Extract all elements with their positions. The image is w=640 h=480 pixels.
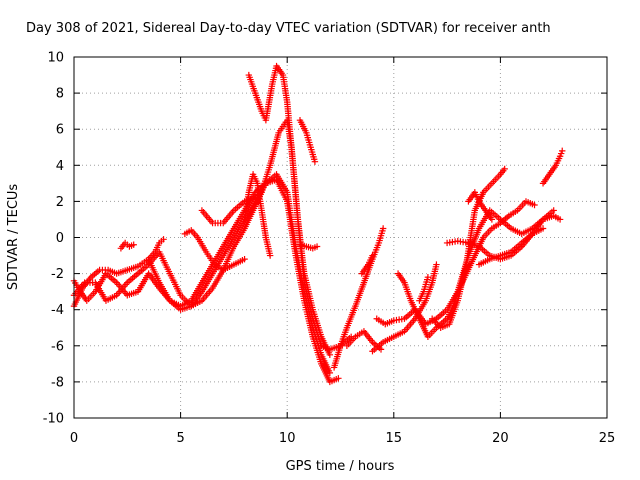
series-s8 — [198, 194, 259, 227]
data-point — [488, 216, 496, 223]
series-s5 — [117, 239, 137, 252]
data-point — [379, 225, 387, 232]
data-point — [424, 274, 432, 281]
y-tick-label: -2 — [51, 267, 64, 282]
tick-labels: 0 5 10 15 20 25 -10 -8 -6 -4 -2 0 2 4 6 8 10 — [43, 51, 616, 447]
series-s7 — [181, 227, 248, 274]
data-point — [160, 236, 167, 243]
data-point — [241, 255, 248, 263]
series-s11 — [296, 241, 321, 252]
series-s14 — [358, 252, 376, 277]
y-tick-label: -10 — [43, 412, 64, 427]
series-s22 — [475, 225, 547, 268]
data-point — [252, 194, 259, 201]
series-s12 — [330, 225, 387, 371]
series-s21 — [465, 189, 496, 223]
data-point — [531, 201, 538, 209]
data-point — [369, 252, 376, 259]
data-point — [313, 243, 321, 250]
y-axis-label: SDTVAR / TECUs — [6, 184, 21, 291]
data-point — [266, 252, 274, 259]
data-point — [539, 225, 547, 232]
series-s9 — [241, 171, 274, 259]
series-s6 — [145, 236, 167, 263]
x-tick-label: 10 — [279, 431, 296, 446]
y-tick-label: 8 — [56, 87, 64, 102]
series-s18 — [416, 274, 432, 304]
data-point — [433, 261, 440, 268]
series-s10 — [296, 116, 319, 165]
x-tick-label: 5 — [176, 431, 184, 446]
y-tick-label: 10 — [47, 51, 64, 66]
x-tick-label: 20 — [492, 431, 509, 446]
data-point — [326, 351, 334, 359]
x-axis-label: GPS time / hours — [286, 459, 395, 474]
data-point — [326, 369, 334, 377]
chart-title: Day 308 of 2021, Sidereal Day-to-day VTE… — [26, 21, 551, 36]
y-tick-label: 4 — [56, 159, 64, 174]
axis-ticks — [73, 56, 608, 419]
y-tick-label: -4 — [51, 303, 64, 318]
data-marks — [70, 62, 566, 386]
y-tick-label: 6 — [56, 123, 64, 138]
x-tick-label: 0 — [70, 431, 78, 446]
series-s4 — [245, 62, 334, 359]
data-point — [559, 147, 566, 155]
x-tick-label: 15 — [386, 431, 403, 446]
data-point — [335, 375, 342, 382]
x-tick-label: 25 — [599, 431, 616, 446]
data-point — [501, 165, 508, 173]
series-s15 — [369, 261, 440, 355]
data-point — [311, 158, 319, 165]
data-point — [550, 207, 557, 214]
series-s19 — [428, 165, 508, 331]
data-point — [130, 241, 137, 248]
y-tick-label: 2 — [56, 195, 64, 210]
y-tick-label: 0 — [56, 231, 64, 246]
grid — [74, 57, 607, 418]
series-s23 — [539, 147, 566, 187]
data-point — [556, 216, 564, 223]
y-tick-label: -6 — [51, 339, 64, 354]
y-tick-label: -8 — [51, 375, 64, 390]
